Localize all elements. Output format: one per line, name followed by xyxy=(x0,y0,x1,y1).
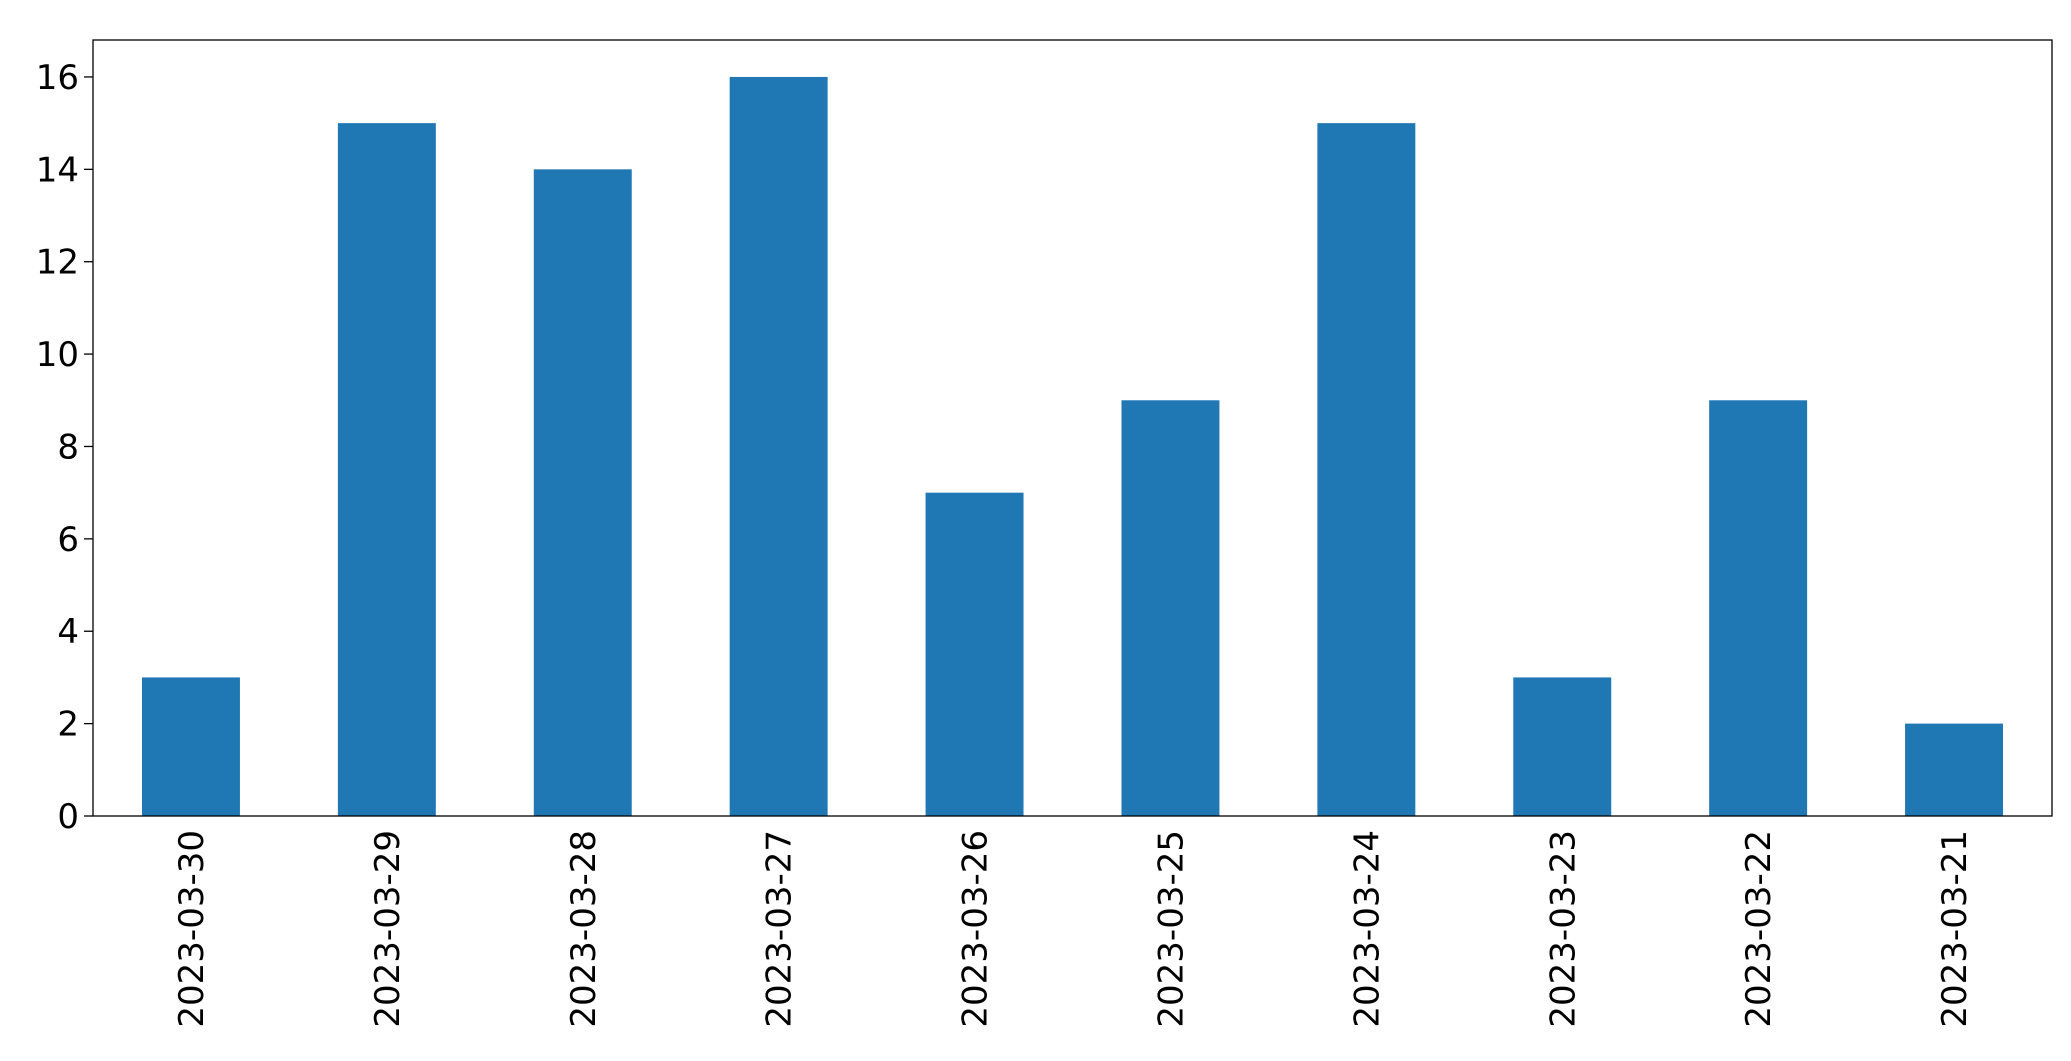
bar xyxy=(729,76,828,816)
bar xyxy=(1709,400,1808,816)
y-tick-label: 12 xyxy=(36,243,79,283)
x-tick-label: 2023-03-22 xyxy=(1739,830,1779,1028)
y-tick-label: 10 xyxy=(36,335,79,375)
bar xyxy=(1317,123,1416,816)
plot-frame xyxy=(92,39,2053,817)
y-tick-label: 8 xyxy=(57,427,79,467)
x-tick-label: 2023-03-27 xyxy=(760,830,800,1028)
x-tick-label: 2023-03-29 xyxy=(368,830,408,1028)
x-tick-label: 2023-03-23 xyxy=(1543,830,1583,1028)
bar xyxy=(1513,677,1612,816)
bar xyxy=(1121,400,1220,816)
y-tick-label: 4 xyxy=(57,612,79,652)
bar xyxy=(925,492,1024,816)
y-tick-label: 2 xyxy=(57,705,79,745)
x-tick-label: 2023-03-30 xyxy=(172,830,212,1028)
x-tick-label: 2023-03-24 xyxy=(1347,830,1387,1028)
bar xyxy=(1905,723,2004,816)
y-tick-label: 16 xyxy=(36,58,79,98)
bar xyxy=(337,123,436,816)
x-tick-label: 2023-03-21 xyxy=(1935,830,1975,1028)
x-tick-label: 2023-03-28 xyxy=(564,830,604,1028)
x-tick-label: 2023-03-26 xyxy=(956,830,996,1028)
bar xyxy=(141,677,240,816)
bar xyxy=(533,169,632,817)
y-tick-label: 14 xyxy=(36,150,79,190)
y-tick-label: 0 xyxy=(57,797,79,837)
x-tick-label: 2023-03-25 xyxy=(1151,830,1191,1028)
y-tick-label: 6 xyxy=(57,520,79,560)
